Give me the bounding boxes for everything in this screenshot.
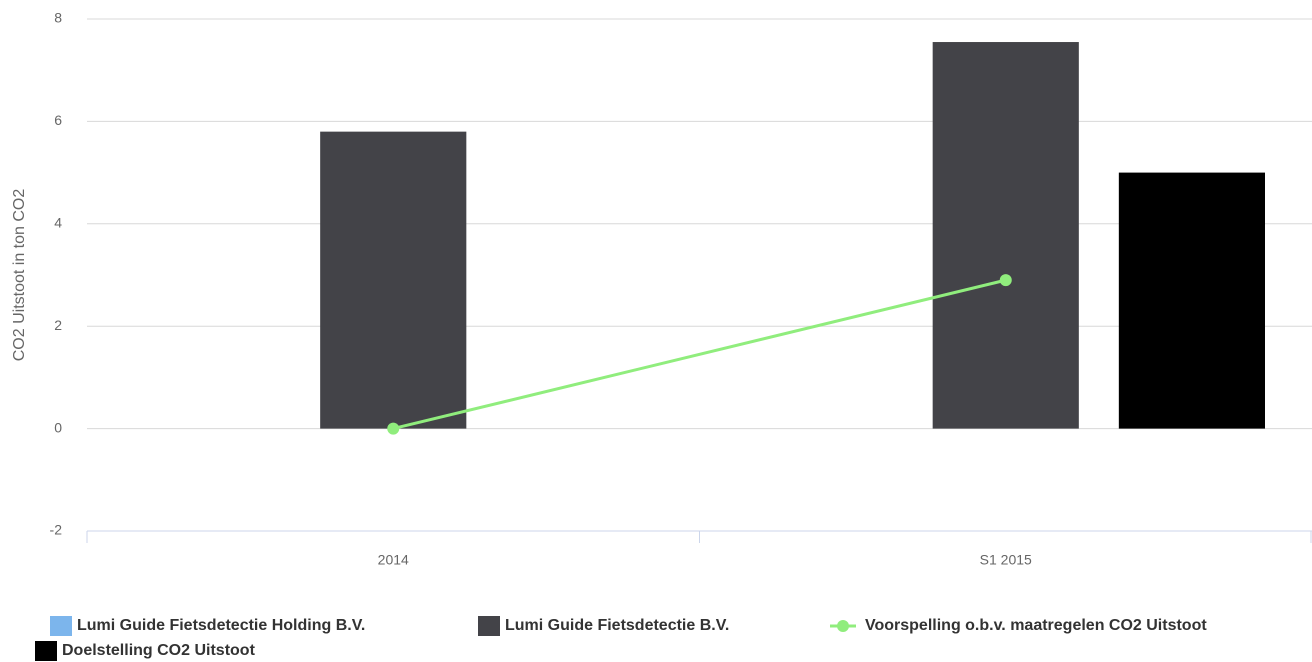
legend-label: Lumi Guide Fietsdetectie B.V.: [505, 617, 729, 634]
point: [387, 422, 400, 435]
legend-symbol: [50, 616, 72, 636]
y-tick-label: 4: [54, 215, 62, 231]
legend-label: Doelstelling CO2 Uitstoot: [62, 642, 256, 659]
y-tick-label: -2: [50, 522, 63, 538]
point: [999, 274, 1012, 287]
legend-symbol: [35, 641, 57, 661]
y-tick-label: 6: [54, 112, 62, 128]
bar: [932, 42, 1079, 429]
legend-label: Lumi Guide Fietsdetectie Holding B.V.: [77, 617, 365, 634]
y-tick-label: 8: [54, 10, 62, 26]
y-tick-label: 0: [54, 419, 62, 435]
x-tick-label: S1 2015: [980, 552, 1032, 568]
legend-label: Voorspelling o.b.v. maatregelen CO2 Uits…: [865, 617, 1207, 634]
x-tick-label: 2014: [378, 552, 409, 568]
bar: [1118, 172, 1265, 429]
line: [392, 278, 1007, 431]
legend-symbol: [837, 620, 849, 632]
bar: [320, 131, 467, 429]
legend-symbol: [478, 616, 500, 636]
y-axis-title: CO2 Uitstoot in ton CO2: [11, 189, 28, 362]
y-tick-label: 2: [54, 317, 62, 333]
